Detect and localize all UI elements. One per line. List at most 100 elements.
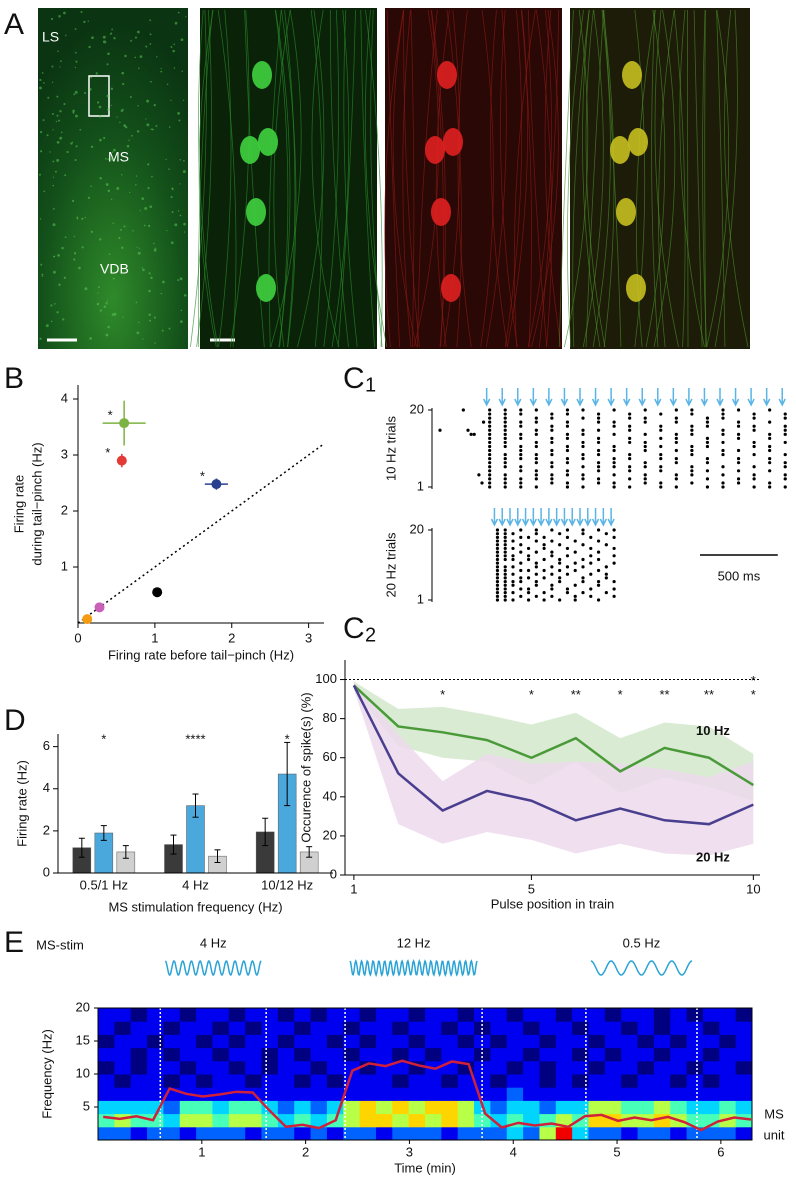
spectrogram-cell: [702, 1074, 720, 1088]
spike: [612, 408, 616, 412]
spike: [612, 444, 616, 449]
spike: [550, 473, 554, 477]
spectrogram-cell: [228, 1074, 246, 1088]
spectrogram-cell: [539, 1060, 557, 1075]
spectrogram-cell: [326, 1008, 344, 1022]
x-tick-label: 3: [305, 630, 312, 645]
spike: [461, 408, 465, 412]
spike: [550, 550, 554, 554]
spike: [628, 485, 632, 489]
tissue-speck: [81, 217, 84, 220]
spike: [534, 565, 538, 569]
spectrogram-cell: [130, 1126, 148, 1141]
spectrogram-cell: [245, 1074, 262, 1088]
spike: [604, 532, 608, 536]
spectrogram-cell: [653, 1034, 671, 1049]
spike: [495, 565, 500, 569]
tissue-speck: [145, 118, 147, 120]
series-line: [352, 684, 754, 826]
spike: [659, 424, 663, 428]
spike: [542, 546, 546, 551]
spike: [550, 440, 554, 445]
spike: [596, 420, 601, 424]
spike: [558, 598, 562, 602]
y-axis-label: 20 Hz trials: [383, 532, 398, 598]
spike: [550, 452, 554, 457]
spectrogram-cell: [114, 1047, 132, 1062]
spectrogram-cell: [735, 1087, 753, 1101]
spike: [534, 457, 538, 461]
spectrogram-cell: [375, 1047, 393, 1062]
fiber: [370, 9, 383, 348]
spectrogram-cell: [490, 1087, 508, 1101]
spike: [542, 591, 546, 595]
spike: [783, 452, 787, 457]
spectrogram-cell: [653, 1100, 671, 1115]
spectrogram-cell: [490, 1034, 508, 1049]
y-tick-label: 4: [43, 780, 50, 795]
spike: [581, 543, 585, 547]
point: [94, 602, 105, 613]
tissue-speck: [53, 255, 56, 258]
stim-arrow: [716, 388, 724, 407]
tissue-speck: [109, 33, 112, 35]
y-tick-label: 15: [76, 1032, 90, 1047]
stim-arrow: [537, 508, 545, 527]
spectrogram-cell: [179, 1047, 197, 1062]
spike: [511, 583, 515, 587]
spike: [503, 428, 507, 432]
spike: [534, 532, 538, 536]
spike: [565, 408, 570, 412]
spike: [488, 448, 492, 453]
spike: [495, 550, 500, 554]
tissue-speck: [153, 104, 156, 107]
spectrogram-cell: [343, 1021, 361, 1035]
spectrogram-cell: [523, 1034, 540, 1049]
spectrogram-cell: [196, 1008, 213, 1022]
spectrogram-cell: [392, 1008, 410, 1022]
tissue-speck: [135, 175, 138, 177]
spike: [674, 436, 678, 440]
spike: [503, 579, 507, 584]
spectrogram-cell: [326, 1126, 344, 1141]
spike: [612, 485, 616, 489]
spectrogram-cell: [212, 1060, 230, 1075]
spike: [596, 416, 601, 420]
spectrogram-cell: [98, 1034, 115, 1049]
spectrogram-cell: [147, 1008, 164, 1022]
tissue-speck: [149, 205, 153, 208]
tissue-speck: [95, 72, 98, 75]
fiber: [229, 9, 250, 348]
spike: [596, 412, 601, 416]
spike: [503, 473, 507, 477]
tissue-speck: [141, 197, 145, 200]
y-tick-label: 1: [61, 558, 68, 573]
spike: [736, 432, 741, 436]
spike: [519, 485, 523, 489]
spike: [783, 440, 787, 445]
spectrogram-cell: [441, 1047, 459, 1062]
spike: [612, 594, 616, 598]
stim-arrow: [498, 508, 506, 527]
spike: [628, 469, 632, 473]
spectrogram-cell: [261, 1100, 279, 1115]
spectrogram-cell: [179, 1126, 197, 1141]
spectrogram-cell: [359, 1008, 377, 1022]
spectrogram-cell: [228, 1047, 246, 1062]
spectrogram-cell: [245, 1047, 262, 1062]
x-tick-label: 10: [746, 881, 760, 896]
spike: [659, 428, 663, 432]
fiber: [527, 9, 548, 348]
panel-label: A: [4, 8, 24, 41]
tissue-speck: [60, 131, 63, 134]
spectrogram-cell: [539, 1126, 557, 1141]
spike: [783, 416, 787, 420]
significance-mark: *: [751, 687, 756, 702]
spike: [628, 424, 632, 428]
spectrogram-cell: [408, 1100, 426, 1115]
tissue-speck: [64, 236, 67, 238]
spike: [503, 457, 507, 461]
spike: [659, 485, 663, 489]
tissue-speck: [107, 189, 111, 193]
tissue-speck: [74, 51, 77, 54]
